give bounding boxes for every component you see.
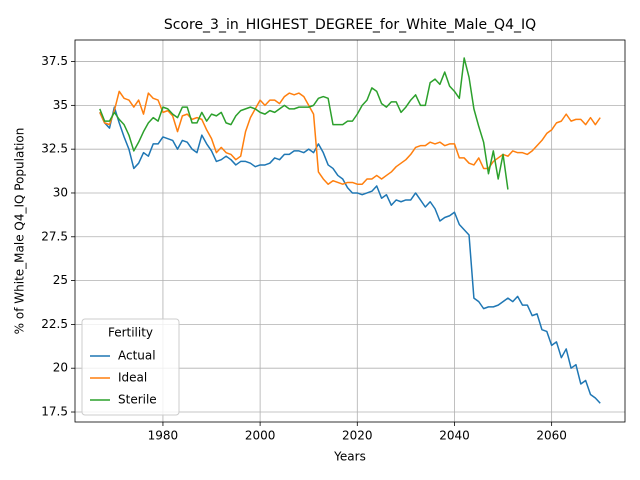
x-axis-label: Years bbox=[333, 450, 366, 464]
x-tick-label: 2020 bbox=[342, 429, 373, 443]
x-tick-label: 1980 bbox=[148, 429, 179, 443]
chart-title: Score_3_in_HIGHEST_DEGREE_for_White_Male… bbox=[164, 17, 536, 33]
y-tick-label: 22.5 bbox=[41, 317, 68, 331]
legend-label: Actual bbox=[118, 349, 156, 363]
legend-label: Sterile bbox=[118, 393, 157, 407]
legend-title: Fertility bbox=[108, 326, 153, 340]
y-tick-label: 27.5 bbox=[41, 229, 68, 243]
line-series bbox=[99, 57, 509, 190]
y-tick-label: 30 bbox=[53, 185, 68, 199]
y-tick-label: 17.5 bbox=[41, 405, 68, 419]
y-tick-label: 35 bbox=[53, 98, 68, 112]
x-tick-label: 2060 bbox=[536, 429, 567, 443]
legend-box bbox=[81, 318, 180, 416]
legend-label: Ideal bbox=[118, 371, 147, 385]
x-tick-label: 2040 bbox=[439, 429, 470, 443]
y-tick-label: 25 bbox=[53, 273, 68, 287]
y-tick-label: 37.5 bbox=[41, 54, 68, 68]
x-tick-label: 2000 bbox=[245, 429, 276, 443]
y-tick-label: 32.5 bbox=[41, 142, 68, 156]
line-series bbox=[99, 90, 601, 185]
y-axis-label: % of White_Male Q4_IQ Population bbox=[13, 128, 27, 335]
plot-frame bbox=[74, 39, 626, 423]
y-tick-label: 20 bbox=[53, 361, 68, 375]
line-series bbox=[99, 106, 601, 404]
